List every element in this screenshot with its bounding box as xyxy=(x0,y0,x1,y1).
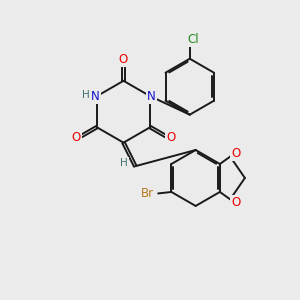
Text: O: O xyxy=(119,53,128,66)
Text: O: O xyxy=(71,131,81,144)
Text: O: O xyxy=(166,131,176,144)
Text: O: O xyxy=(231,147,241,160)
Text: H: H xyxy=(120,158,128,168)
Text: O: O xyxy=(231,196,241,209)
Text: N: N xyxy=(147,90,156,103)
Text: Cl: Cl xyxy=(187,33,199,46)
Text: H: H xyxy=(82,90,89,100)
Text: N: N xyxy=(91,90,100,103)
Text: Br: Br xyxy=(141,187,154,200)
